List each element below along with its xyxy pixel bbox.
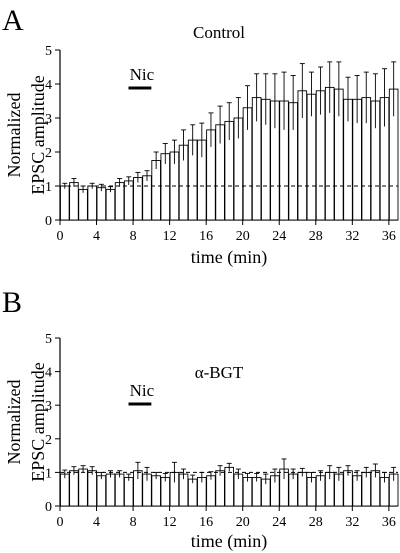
x-tick-label: 0 bbox=[57, 515, 64, 530]
y-tick-label: 3 bbox=[45, 112, 52, 127]
drug-label: Nic bbox=[130, 381, 155, 400]
x-tick-label: 20 bbox=[236, 229, 250, 244]
drug-label: Nic bbox=[130, 65, 155, 84]
x-tick-label: 0 bbox=[57, 229, 64, 244]
x-tick-label: 16 bbox=[199, 229, 213, 244]
y-axis-title-line: EPSC amplitude bbox=[28, 75, 48, 195]
x-tick-label: 8 bbox=[130, 515, 137, 530]
y-tick-label: 2 bbox=[45, 146, 52, 161]
x-axis-title: time (min) bbox=[191, 247, 267, 268]
x-tick-label: 32 bbox=[345, 515, 359, 530]
x-axis-title: time (min) bbox=[191, 531, 267, 552]
x-tick-label: 8 bbox=[130, 229, 137, 244]
bar bbox=[96, 187, 107, 221]
bar bbox=[123, 476, 134, 507]
panel-letter: A bbox=[2, 4, 24, 37]
bar bbox=[123, 180, 134, 221]
bar bbox=[87, 185, 97, 221]
bar bbox=[96, 475, 107, 507]
bar bbox=[151, 160, 161, 221]
y-tick-label: 4 bbox=[45, 78, 52, 93]
bar bbox=[297, 471, 308, 507]
bar bbox=[206, 475, 216, 507]
x-tick-label: 32 bbox=[345, 229, 359, 244]
x-tick-label: 24 bbox=[272, 515, 286, 530]
bar bbox=[133, 177, 143, 221]
bar bbox=[69, 470, 79, 507]
bar bbox=[60, 185, 70, 221]
bar bbox=[87, 470, 97, 507]
y-tick-label: 0 bbox=[45, 214, 52, 229]
x-tick-label: 36 bbox=[382, 229, 396, 244]
bar bbox=[69, 182, 79, 221]
x-tick-label: 4 bbox=[93, 229, 100, 244]
x-tick-label: 12 bbox=[163, 515, 177, 530]
y-tick-label: 1 bbox=[45, 180, 52, 195]
x-tick-label: 28 bbox=[309, 229, 323, 244]
bar bbox=[78, 188, 88, 221]
bar bbox=[242, 476, 253, 507]
panel-title: α-BGT bbox=[195, 363, 244, 382]
y-tick-label: 2 bbox=[45, 433, 52, 448]
bar bbox=[224, 466, 235, 507]
bar bbox=[114, 182, 125, 221]
bar bbox=[105, 188, 116, 221]
y-tick-label: 3 bbox=[45, 399, 52, 414]
y-axis-title-line: Normalized bbox=[4, 93, 24, 178]
x-tick-label: 28 bbox=[309, 515, 323, 530]
bar bbox=[251, 476, 262, 507]
x-tick-label: 20 bbox=[236, 515, 250, 530]
bar bbox=[114, 473, 125, 507]
y-axis-title-line: Normalized bbox=[4, 380, 24, 465]
x-tick-label: 4 bbox=[93, 515, 100, 530]
x-tick-label: 36 bbox=[382, 515, 396, 530]
bar bbox=[78, 468, 88, 507]
bar bbox=[105, 473, 116, 507]
bar bbox=[343, 470, 353, 507]
y-tick-label: 0 bbox=[45, 500, 52, 515]
x-tick-label: 12 bbox=[163, 229, 177, 244]
bar bbox=[142, 175, 152, 221]
y-tick-label: 1 bbox=[45, 466, 52, 481]
x-tick-label: 16 bbox=[199, 515, 213, 530]
bar bbox=[215, 470, 225, 507]
y-tick-label: 5 bbox=[45, 332, 52, 347]
y-tick-label: 5 bbox=[45, 44, 52, 59]
panel-letter: B bbox=[2, 286, 22, 319]
y-axis-title-line: EPSC amplitude bbox=[28, 362, 48, 482]
bar bbox=[151, 475, 161, 507]
panel-title: Control bbox=[193, 23, 245, 42]
y-tick-label: 4 bbox=[45, 366, 52, 381]
x-tick-label: 24 bbox=[272, 229, 286, 244]
bar bbox=[160, 476, 171, 507]
bar bbox=[60, 473, 70, 507]
